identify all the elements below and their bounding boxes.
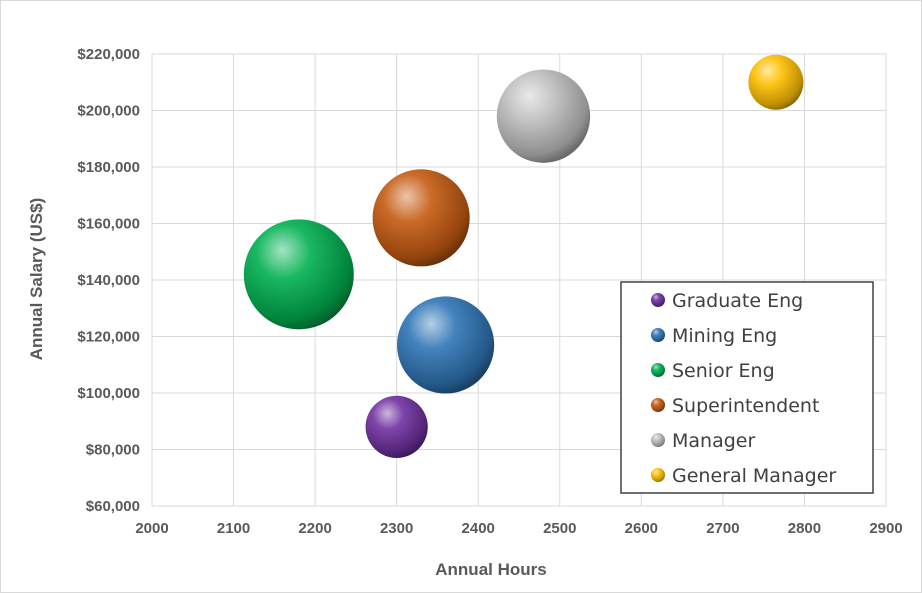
y-axis-ticks: $60,000 $80,000 $100,000 $120,000 $140,000 $1… [77, 46, 140, 515]
legend-marker [651, 363, 665, 377]
x-tick-label: 2700 [706, 520, 739, 537]
y-axis-title: Annual Salary (US$) [27, 198, 46, 361]
legend-entry: Senior Eng [672, 360, 775, 382]
bubble-manager [496, 69, 591, 163]
legend-marker [651, 398, 665, 412]
legend-box [620, 281, 874, 494]
x-axis-title: Annual Hours [435, 560, 546, 579]
x-tick-label: 2800 [788, 520, 821, 537]
y-tick-label: $80,000 [86, 442, 140, 459]
y-tick-label: $180,000 [77, 159, 140, 176]
legend-entry: Graduate Eng [672, 290, 803, 312]
legend-entry: Manager [672, 430, 755, 452]
y-tick-label: $60,000 [86, 498, 140, 515]
bubble-general-manager [748, 54, 804, 110]
y-tick-label: $200,000 [77, 103, 140, 120]
legend-marker [651, 468, 665, 482]
legend-marker [651, 328, 665, 342]
x-axis-ticks: 2000 2100 2200 2300 2400 2500 2600 2700 2800 2900 [135, 520, 902, 537]
y-tick-label: $160,000 [77, 216, 140, 233]
x-tick-label: 2500 [543, 520, 576, 537]
x-tick-label: 2100 [217, 520, 250, 537]
legend: Graduate Eng Mining Eng Senior Eng Superint… [620, 281, 874, 494]
bubble-graduate-eng [365, 395, 428, 459]
x-tick-label: 2400 [462, 520, 495, 537]
x-tick-label: 2000 [135, 520, 168, 537]
bubble-senior-eng [243, 219, 354, 330]
legend-entry: General Manager [672, 465, 836, 487]
y-tick-label: $220,000 [77, 46, 140, 63]
x-tick-label: 2900 [869, 520, 902, 537]
y-tick-label: $140,000 [77, 272, 140, 289]
y-tick-label: $100,000 [77, 385, 140, 402]
legend-marker [651, 293, 665, 307]
x-tick-label: 2600 [625, 520, 658, 537]
y-tick-label: $120,000 [77, 329, 140, 346]
x-tick-label: 2200 [298, 520, 331, 537]
legend-entry: Mining Eng [672, 325, 777, 347]
legend-entry: Superintendent [672, 395, 819, 417]
bubble-mining-eng [397, 296, 495, 394]
bubble-superintendent [372, 169, 470, 267]
legend-marker [651, 433, 665, 447]
bubbles [243, 54, 804, 459]
x-tick-label: 2300 [380, 520, 413, 537]
